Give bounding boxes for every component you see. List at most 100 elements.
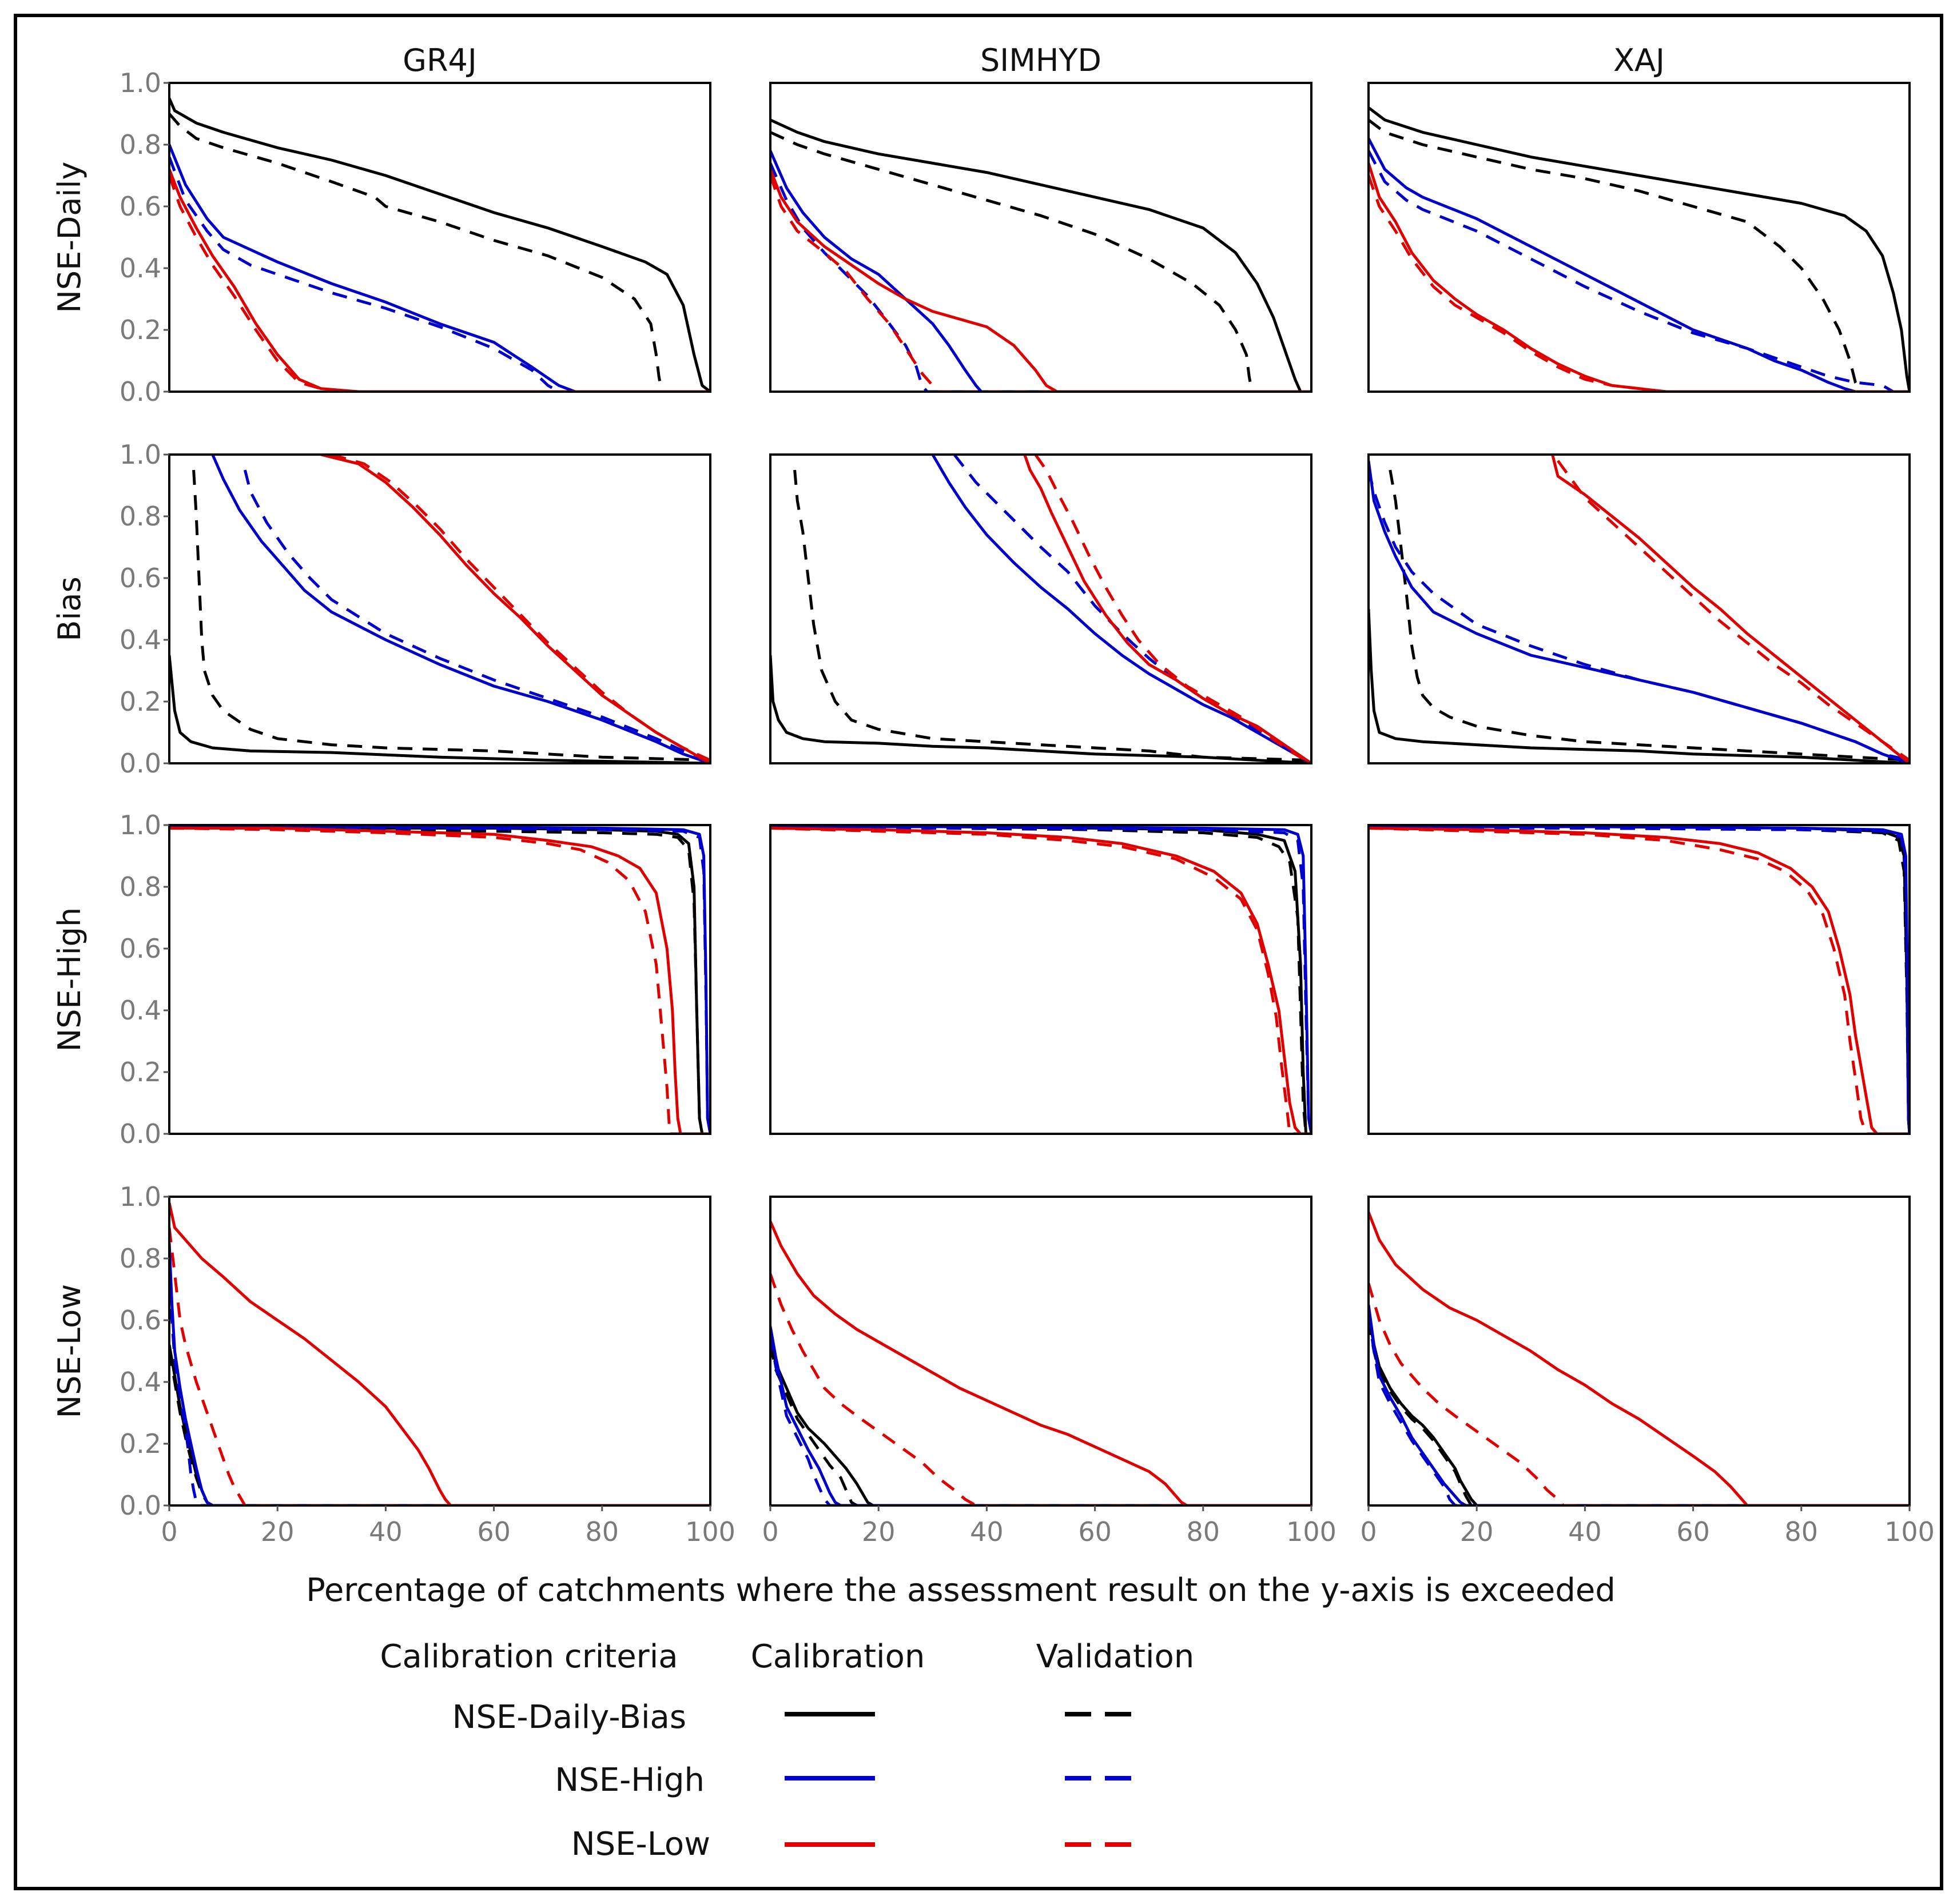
panel-grid: 0.0 0.2 0.4 0.6 0.8 1.0 0.0 0.2 0.4 0.6 0.8 1.0 0.0 0… — [120, 67, 1935, 1547]
panel-frame — [168, 1196, 711, 1507]
series-nse-low-validation — [770, 826, 1311, 1135]
series-nse-high-validation — [1369, 826, 1910, 1134]
series-nse-low-validation — [169, 826, 710, 1135]
series-nse-high-validation — [770, 1335, 1311, 1507]
series-nse-daily-bias-validation — [770, 1344, 1311, 1507]
series-nse-high-calibration — [931, 453, 1311, 764]
panel-bias-simhyd — [769, 453, 1312, 764]
series-nse-low-calibration — [169, 1202, 710, 1507]
panel-nse-daily-xaj — [1367, 82, 1911, 393]
legend: Calibration criteria Calibration Validat… — [380, 1638, 1194, 1863]
series-group — [770, 1221, 1311, 1507]
series-nse-high-calibration — [169, 144, 710, 393]
y-tick-label: 0.0 — [120, 376, 161, 407]
series-group — [1369, 1212, 1910, 1507]
x-tick-label: 60 — [1078, 1516, 1112, 1547]
series-nse-low-calibration — [1023, 454, 1311, 764]
series-nse-low-validation — [1369, 175, 1910, 393]
y-tick-label: 0.2 — [120, 1428, 161, 1459]
series-group — [770, 825, 1311, 1135]
series-group — [770, 118, 1311, 393]
y-tick-label: 0.0 — [120, 748, 161, 779]
series-group — [1369, 454, 1910, 764]
x-tick-label: 100 — [1884, 1516, 1935, 1547]
series-nse-low-validation — [169, 175, 710, 393]
panel-frame — [769, 824, 1312, 1135]
series-nse-low-calibration — [320, 453, 710, 764]
y-tick-label: 0.8 — [120, 129, 161, 160]
x-tick-label: 20 — [862, 1516, 896, 1547]
panel-nse-low-xaj: 0 20 40 60 80 100 — [1360, 1196, 1935, 1547]
column-title-simhyd: SIMHYD — [980, 42, 1101, 78]
row-label-bias: Bias — [51, 576, 87, 641]
y-tick-label: 1.0 — [120, 67, 161, 98]
x-axis-label: Percentage of catchments where the asses… — [306, 1572, 1616, 1609]
y-tick-label: 0.6 — [120, 563, 161, 593]
series-nse-low-validation — [1557, 460, 1910, 762]
y-tick-label: 0.4 — [120, 1367, 161, 1397]
x-tick-label: 80 — [586, 1516, 619, 1547]
series-group — [169, 453, 710, 764]
legend-label-nse-low: NSE-Low — [571, 1826, 710, 1863]
series-nse-high-validation — [243, 469, 710, 762]
series-nse-daily-bias-calibration — [770, 118, 1311, 393]
series-nse-high-calibration — [211, 453, 710, 764]
panel-bias-gr4j: 0.0 0.2 0.4 0.6 0.8 1.0 — [120, 439, 711, 779]
x-tick-label: 20 — [261, 1516, 295, 1547]
series-group — [1369, 825, 1910, 1135]
series-nse-high-validation — [1369, 1313, 1910, 1507]
legend-header-validation: Validation — [1036, 1638, 1195, 1675]
x-tick-label: 80 — [1785, 1516, 1819, 1547]
series-nse-low-calibration — [770, 1221, 1311, 1507]
series-nse-high-validation — [1369, 469, 1910, 762]
panel-nse-daily-gr4j: 0.0 0.2 0.4 0.6 0.8 1.0 — [120, 67, 711, 407]
series-nse-daily-bias-calibration — [1369, 106, 1910, 392]
series-nse-low-calibration — [169, 826, 710, 1135]
column-title-gr4j: GR4J — [403, 42, 477, 78]
series-nse-low-validation — [1369, 1282, 1910, 1507]
panel-nse-low-gr4j: 0.0 0.2 0.4 0.6 0.8 1.0 0 20 40 60 80 100 — [120, 1181, 735, 1547]
x-tick-label: 0 — [161, 1516, 177, 1547]
x-tick-label: 0 — [1360, 1516, 1377, 1547]
series-group — [169, 1202, 710, 1507]
row-label-nse-daily: NSE-Daily — [51, 162, 87, 313]
panel-frame — [769, 82, 1312, 393]
series-nse-low-validation — [169, 1227, 710, 1507]
x-tick-label: 20 — [1460, 1516, 1494, 1547]
y-tick-label: 0.8 — [120, 1243, 161, 1274]
panel-nse-high-simhyd — [769, 824, 1312, 1135]
y-tick-label: 0.6 — [120, 1305, 161, 1336]
panel-frame — [1367, 453, 1911, 764]
y-tick-label: 0.0 — [120, 1118, 161, 1149]
series-nse-daily-bias-validation — [770, 131, 1311, 393]
series-group — [1369, 106, 1910, 393]
series-nse-low-calibration — [1551, 454, 1910, 764]
y-tick-label: 0.2 — [120, 314, 161, 345]
series-nse-high-validation — [169, 1258, 710, 1507]
series-group — [169, 97, 710, 393]
panel-frame — [1367, 1196, 1911, 1507]
y-tick-label: 1.0 — [120, 810, 161, 841]
panel-nse-low-simhyd: 0 20 40 60 80 100 — [762, 1196, 1337, 1547]
series-nse-low-validation — [1034, 453, 1311, 764]
series-nse-low-calibration — [770, 826, 1311, 1135]
x-tick-label: 100 — [685, 1516, 735, 1547]
y-tick-label: 0.4 — [120, 624, 161, 655]
series-nse-high-validation — [770, 826, 1311, 1134]
series-nse-low-calibration — [770, 169, 1311, 393]
legend-header-criteria: Calibration criteria — [380, 1638, 678, 1675]
series-nse-daily-bias-calibration — [169, 97, 710, 393]
y-tick-label: 0.8 — [120, 871, 161, 902]
panel-bias-xaj — [1367, 453, 1911, 764]
series-nse-high-validation — [169, 826, 710, 1134]
panel-nse-high-gr4j: 0.0 0.2 0.4 0.6 0.8 1.0 — [120, 810, 711, 1149]
series-nse-high-calibration — [1369, 138, 1910, 393]
panel-frame — [168, 82, 711, 393]
legend-header-calibration: Calibration — [751, 1638, 925, 1675]
series-nse-high-validation — [770, 162, 1311, 393]
series-nse-daily-bias-validation — [1369, 1320, 1910, 1507]
panel-frame — [1367, 82, 1911, 393]
series-nse-daily-bias-calibration — [1369, 1313, 1910, 1507]
figure-border — [14, 14, 1943, 1890]
series-nse-daily-bias-validation — [192, 469, 710, 762]
